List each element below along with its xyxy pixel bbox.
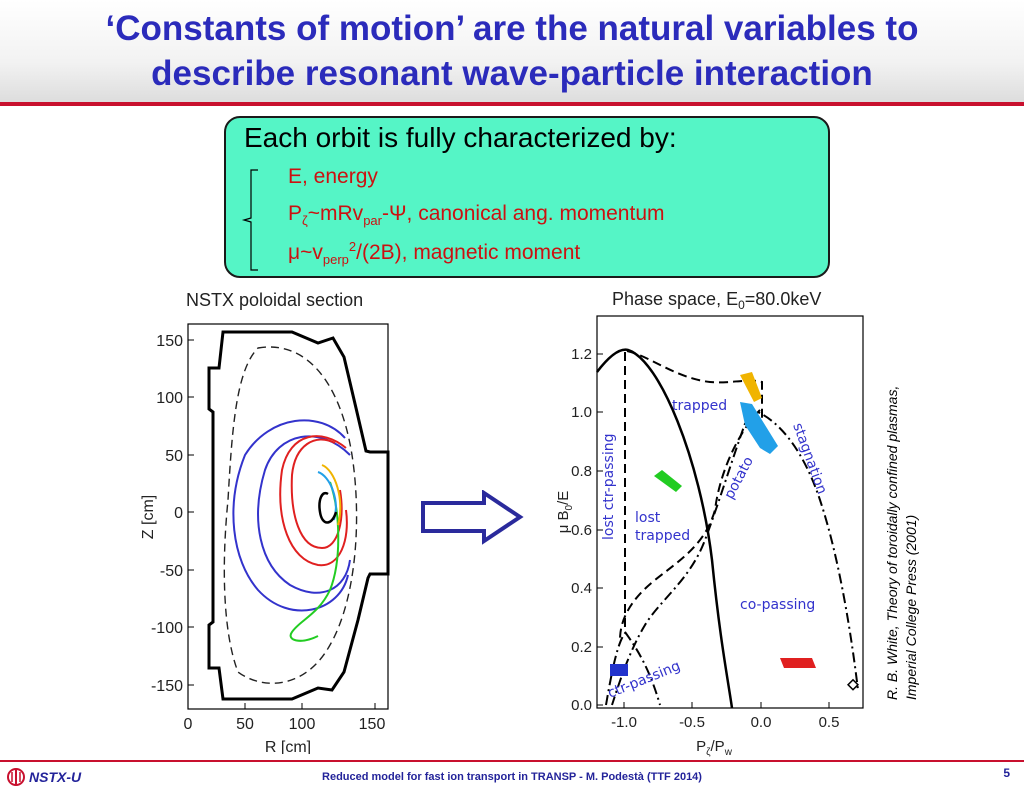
moment-text: /(2B), magnetic moment: [356, 241, 581, 264]
yellow-particles: [740, 372, 762, 402]
green-orbit: [289, 481, 340, 642]
constant-energy: E, energy: [288, 165, 378, 188]
label-lost-ctr-passing: lost ctr-passing: [601, 434, 617, 541]
right-ylabel: μ B0/E: [555, 491, 575, 534]
mrv-text: ~mRv: [307, 202, 364, 225]
title-divider: [0, 102, 1024, 106]
label-lost-trapped: trapped: [635, 528, 690, 544]
right-ytick: 1.2: [571, 346, 592, 363]
curly-brace-icon: [241, 169, 258, 271]
right-ytick: 1.0: [571, 404, 592, 421]
citation-text: R. B. White, Theory of toroidally confin…: [883, 322, 921, 700]
mu-symbol: μ~v: [288, 241, 323, 264]
logo-text: NSTX-U: [29, 769, 82, 785]
left-xtick: 50: [236, 716, 254, 733]
orbit-characterization-box: Each orbit is fully characterized by: E,…: [224, 116, 830, 278]
title-line-1: ‘Constants of motion’ are the natural va…: [105, 9, 919, 48]
phase-space-plot: Phase space, E0=80.0keV 0.0 0.2 0.4 0.6 …: [555, 289, 864, 758]
vessel-wall: [207, 330, 390, 701]
label-lost: lost: [635, 510, 661, 526]
dashdot-boundary-right: [744, 407, 859, 691]
left-ytick: 50: [165, 448, 183, 465]
cyan-particles: [740, 402, 778, 454]
left-ytick: 0: [174, 505, 183, 522]
solid-boundary: [596, 348, 734, 709]
left-ytick: -100: [151, 620, 183, 637]
citation-line-2: Imperial College Press (2001): [903, 514, 919, 700]
black-orbit: [318, 491, 338, 524]
footer-divider: [0, 760, 1024, 762]
green-particles: [654, 470, 682, 492]
right-ytick: 0.0: [571, 697, 592, 714]
p-symbol: P: [288, 202, 303, 225]
right-xtick: -1.0: [611, 714, 637, 731]
poloidal-section-plot: NSTX poloidal section 150 100 50 0 -50 -…: [140, 290, 390, 754]
dashdot-boundary-mid: [611, 409, 751, 706]
left-xtick: 0: [184, 716, 193, 733]
right-xtick: -0.5: [679, 714, 705, 731]
dashdot-boundary-lowleft: [605, 631, 627, 706]
left-xtick: 100: [289, 716, 316, 733]
right-plot-title: Phase space, E0=80.0keV: [612, 289, 821, 312]
right-plot-frame: [596, 315, 864, 709]
title-line-2: describe resonant wave-particle interact…: [151, 54, 873, 93]
left-ytick: 150: [156, 333, 183, 350]
par-subscript: par: [363, 213, 382, 229]
label-potato: potato: [721, 454, 757, 502]
dashdot-boundary-low: [624, 631, 661, 706]
label-trapped: trapped: [672, 398, 727, 414]
citation: R. B. White, Theory of toroidally confin…: [878, 322, 926, 700]
right-ytick: 0.8: [571, 463, 592, 480]
right-ytick: 0.2: [571, 639, 592, 656]
slide-title: ‘Constants of motion’ are the natural va…: [0, 6, 1024, 96]
left-plot-title: NSTX poloidal section: [186, 290, 363, 310]
left-ytick: -150: [151, 678, 183, 695]
dashed-boundary-mid: [619, 409, 761, 641]
blue-particles: [610, 664, 628, 676]
box-heading: Each orbit is fully characterized by:: [244, 122, 677, 153]
left-plot-frame: [187, 323, 389, 710]
marker-diamond: [846, 678, 860, 691]
right-xtick: 0.0: [751, 714, 772, 731]
constant-magnetic-moment: μ~vperp2/(2B), magnetic moment: [288, 239, 580, 267]
title-band: [0, 0, 1024, 104]
separatrix: [223, 346, 358, 684]
left-ytick: -50: [160, 563, 183, 580]
nstx-u-logo: NSTX-U: [6, 767, 81, 787]
left-ylabel: Z [cm]: [140, 495, 157, 539]
citation-line-1: R. B. White, Theory of toroidally confin…: [884, 385, 900, 700]
momentum-text: -Ψ, canonical ang. momentum: [381, 202, 665, 225]
label-stagnation: stagnation: [789, 421, 830, 497]
right-xlabel: Pζ/Pw: [696, 738, 733, 758]
right-arrow-icon: [421, 490, 524, 545]
blue-orbit-inner: [257, 435, 351, 594]
red-particles: [780, 658, 816, 668]
blue-orbit: [232, 419, 349, 612]
left-xlabel: R [cm]: [265, 739, 311, 754]
left-xtick: 150: [359, 716, 386, 733]
yellow-orbit: [321, 464, 342, 526]
right-ytick: 0.6: [571, 522, 592, 539]
square-superscript: 2: [348, 239, 357, 254]
footer-citation: Reduced model for fast ion transport in …: [322, 771, 702, 783]
zeta-subscript: ζ: [302, 213, 308, 229]
label-co-passing: co-passing: [740, 597, 815, 613]
page-number: 5: [1003, 766, 1010, 780]
left-ytick: 100: [156, 390, 183, 407]
perp-subscript: perp: [322, 252, 349, 268]
red-orbit: [279, 435, 348, 567]
right-xtick: 0.5: [819, 714, 840, 731]
nstx-logo-icon: [7, 768, 25, 786]
right-ytick: 0.4: [571, 580, 592, 597]
constant-canonical-momentum: Pζ~mRvpar-Ψ, canonical ang. momentum: [288, 202, 665, 228]
